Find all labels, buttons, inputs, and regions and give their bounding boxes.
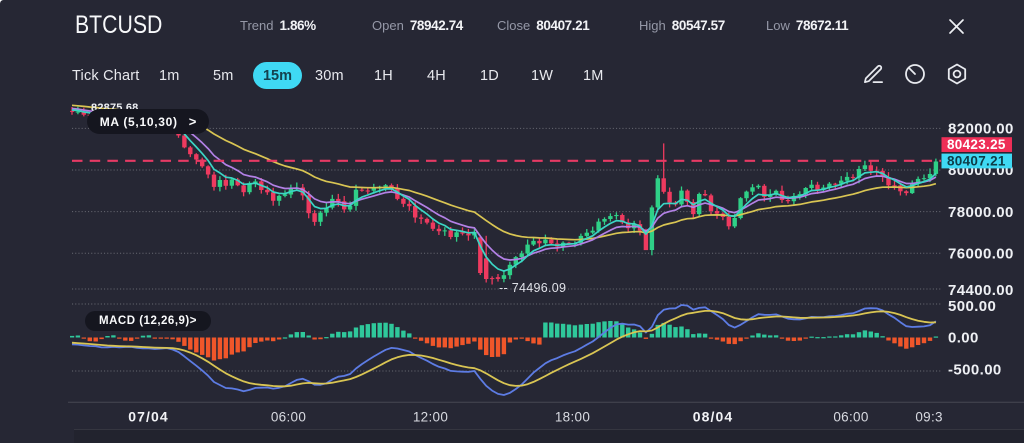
svg-text:12:00: 12:00 bbox=[413, 410, 448, 425]
svg-text:76000.00: 76000.00 bbox=[948, 245, 1014, 262]
svg-text:500.00: 500.00 bbox=[948, 298, 996, 315]
svg-text:06:00: 06:00 bbox=[833, 410, 868, 425]
svg-text:78000.00: 78000.00 bbox=[948, 204, 1014, 221]
svg-text:74400.00: 74400.00 bbox=[948, 282, 1014, 299]
svg-text:07/04: 07/04 bbox=[128, 409, 169, 425]
svg-text:18:00: 18:00 bbox=[555, 410, 590, 425]
svg-text:-- 74496.09: -- 74496.09 bbox=[499, 281, 566, 295]
svg-text:80423.25: 80423.25 bbox=[947, 137, 1006, 152]
svg-text:-500.00: -500.00 bbox=[948, 362, 1002, 379]
svg-text:82000.00: 82000.00 bbox=[948, 121, 1014, 138]
svg-text:06:00: 06:00 bbox=[271, 410, 306, 425]
svg-text:80407.21: 80407.21 bbox=[947, 154, 1006, 169]
svg-text:08/04: 08/04 bbox=[693, 409, 734, 425]
svg-text:09:30: 09:30 bbox=[915, 410, 950, 425]
svg-text:0.00: 0.00 bbox=[948, 330, 979, 347]
